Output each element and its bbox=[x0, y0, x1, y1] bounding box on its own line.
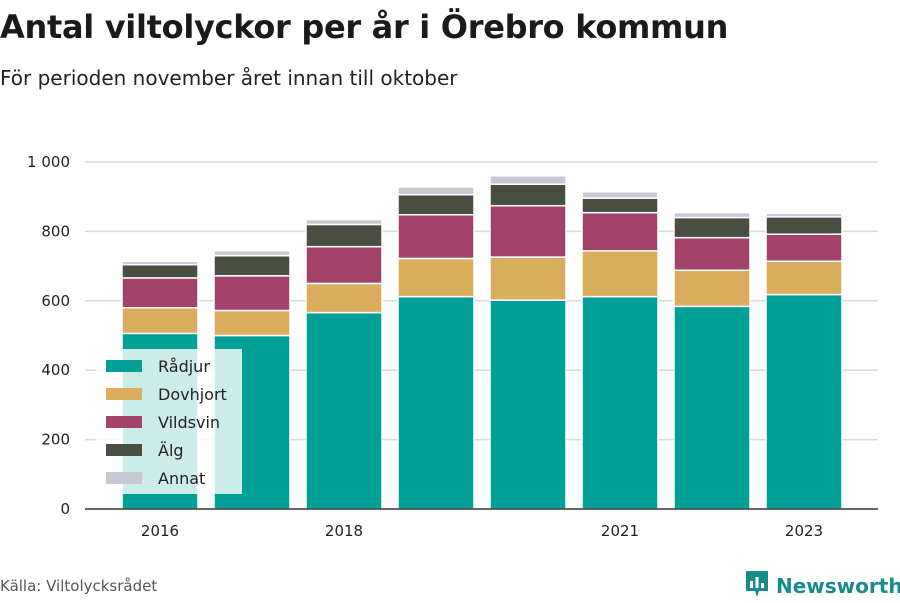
bar-segment bbox=[213, 275, 291, 312]
bar-segment bbox=[121, 263, 199, 279]
legend-label: Vildsvin bbox=[158, 413, 220, 432]
bar-segment bbox=[489, 256, 567, 301]
bar-segment bbox=[305, 245, 383, 285]
brand-logo[interactable]: Newsworthy bbox=[744, 569, 900, 603]
legend-swatch bbox=[106, 416, 142, 428]
bar-segment bbox=[673, 211, 751, 219]
brand-name: Newsworthy bbox=[776, 574, 900, 598]
bar-segment bbox=[673, 216, 751, 239]
bar-segment bbox=[581, 197, 659, 214]
y-tick-label: 400 bbox=[41, 361, 70, 379]
legend-swatch bbox=[106, 388, 142, 400]
legend-label: Älg bbox=[158, 441, 184, 460]
bar-segment bbox=[305, 218, 383, 226]
bar-segment bbox=[213, 250, 291, 257]
y-tick-label: 200 bbox=[41, 431, 70, 449]
bar-segment bbox=[765, 216, 843, 235]
legend-swatch bbox=[106, 444, 142, 456]
bar-segment bbox=[765, 260, 843, 296]
bar-segment bbox=[673, 305, 751, 510]
bar-segment bbox=[581, 191, 659, 199]
bar-segment bbox=[765, 293, 843, 510]
legend-swatch bbox=[106, 472, 142, 484]
bar-segment bbox=[765, 212, 843, 218]
bar-segment bbox=[581, 295, 659, 510]
bar-segment bbox=[397, 257, 475, 298]
x-tick-label: 2023 bbox=[785, 522, 823, 540]
bar-segment bbox=[305, 311, 383, 510]
bar-segment bbox=[581, 250, 659, 298]
bar-chart-icon bbox=[744, 569, 770, 603]
chart-title: Antal viltolyckor per år i Örebro kommun bbox=[0, 8, 729, 46]
y-tick-label: 600 bbox=[41, 292, 70, 310]
legend-label: Dovhjort bbox=[158, 385, 227, 404]
bar-segment bbox=[489, 204, 567, 258]
bar-segment bbox=[121, 306, 199, 335]
bar-segment bbox=[673, 236, 751, 272]
y-tick-label: 800 bbox=[41, 222, 70, 240]
source-note: Källa: Viltolycksrådet bbox=[0, 577, 158, 595]
bar-segment bbox=[673, 269, 751, 308]
legend-label: Annat bbox=[158, 469, 205, 488]
legend-label: Rådjur bbox=[158, 357, 210, 376]
legend-swatch bbox=[106, 360, 142, 372]
x-tick-label: 2021 bbox=[601, 522, 639, 540]
bar-segment bbox=[397, 213, 475, 260]
bar-segment bbox=[581, 211, 659, 252]
bar-segment bbox=[121, 260, 199, 266]
bar-segment bbox=[489, 299, 567, 510]
bar-segment bbox=[213, 309, 291, 337]
bar-segment bbox=[305, 223, 383, 248]
bar-segment bbox=[305, 282, 383, 314]
bar-segment bbox=[397, 193, 475, 216]
bar-segment bbox=[397, 295, 475, 510]
x-tick-label: 2016 bbox=[141, 522, 179, 540]
bar-segment bbox=[121, 277, 199, 309]
y-tick-label: 0 bbox=[60, 500, 70, 518]
bar-segment bbox=[397, 186, 475, 196]
x-tick-label: 2018 bbox=[325, 522, 363, 540]
bar-segment bbox=[213, 254, 291, 277]
bar-segment bbox=[489, 183, 567, 207]
bar-segment bbox=[765, 233, 843, 262]
chart-subtitle: För perioden november året innan till ok… bbox=[0, 66, 458, 90]
bar-segment bbox=[489, 175, 567, 185]
y-tick-label: 1 000 bbox=[27, 153, 70, 171]
